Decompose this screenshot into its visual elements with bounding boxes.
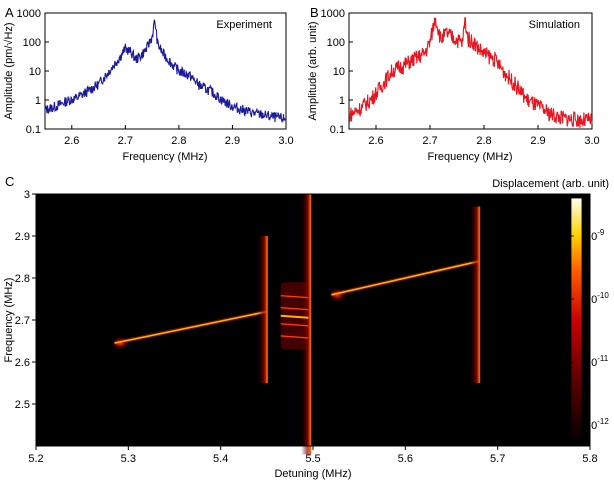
heatmap-band: [470, 206, 481, 383]
y-tick-label: 100: [327, 37, 345, 49]
colorbar-tick-label: 10-10: [585, 291, 609, 306]
heatmap-line: [331, 260, 480, 296]
y-tick-label: 10: [333, 66, 345, 78]
panel-c: C 5.2 5.3 5.4 5.5 5.6 5.7 5.8 2.5 2.6 2.7 2.8 2.9 3…: [3, 174, 609, 480]
y-tick-label: 2.5: [15, 399, 30, 411]
x-tick-label: 3.0: [278, 135, 293, 147]
heatmap-cluster-line: [280, 323, 309, 327]
panel-b-label: B: [310, 5, 319, 20]
y-tick-label: 2.7: [15, 315, 30, 327]
x-tick-label: 5.3: [121, 453, 136, 465]
panel-c-y-ticks: 2.5 2.6 2.7 2.8 2.9 3: [15, 189, 36, 411]
panel-b-y-ticks: 0.1 1 10 100 1000: [321, 8, 353, 136]
panel-a-series-line: [44, 19, 287, 124]
x-tick-label: 2.6: [64, 135, 79, 147]
y-tick-label: 1: [339, 95, 345, 107]
panel-a-x-axis-label: Frequency (MHz): [123, 151, 208, 163]
panel-a-annotation: Experiment: [216, 19, 272, 31]
y-tick-label: 100: [23, 37, 41, 49]
y-tick-label: 2.8: [15, 273, 30, 285]
heatmap-cluster-line: [280, 335, 309, 339]
colorbar-tick-label: 10-9: [585, 228, 605, 243]
x-tick-label: 2.6: [368, 135, 383, 147]
x-tick-label: 2.9: [225, 135, 240, 147]
heatmap-cluster-line: [280, 314, 309, 319]
heatmap-line: [114, 310, 267, 344]
panel-b-y-axis-label: Amplitude (arb. unit): [307, 21, 319, 120]
y-tick-label: 1000: [321, 8, 345, 20]
heatmap-cluster-line: [280, 294, 309, 299]
x-tick-label: 2.8: [476, 135, 491, 147]
colorbar-tick-label: 10-11: [585, 354, 609, 369]
panel-b-x-axis-label: Frequency (MHz): [428, 151, 513, 163]
y-tick-label: 10: [29, 66, 41, 78]
panel-a-y-axis-label: Amplitude (pm/√Hz): [3, 22, 15, 119]
heatmap-band: [257, 236, 268, 383]
panel-c-heatmap-features: [111, 194, 481, 455]
panel-b: B Simulation 2.6 2.7 2.8 2.9 3.0 0.1 1 10 100 10…: [307, 5, 600, 163]
panel-a-y-ticks: 0.1 1 10 100 1000: [17, 8, 49, 136]
y-tick-label: 2.6: [15, 357, 30, 369]
colorbar-ticks: 10-9 10-10 10-11 10-12: [571, 228, 609, 432]
y-tick-label: 1: [35, 95, 41, 107]
panel-c-x-axis-label: Detuning (MHz): [274, 468, 351, 480]
heatmap-cluster-line: [280, 307, 309, 311]
panel-b-series-line: [348, 17, 593, 128]
colorbar-label: Displacement (arb. unit): [492, 178, 609, 190]
x-tick-label: 2.8: [171, 135, 186, 147]
colorbar-tick-label: 10-12: [585, 417, 609, 432]
panel-a-x-ticks: 2.6 2.7 2.8 2.9 3.0: [64, 125, 294, 147]
y-tick-label: 2.9: [15, 231, 30, 243]
panel-c-y-axis-label: Frequency (MHz): [3, 278, 15, 363]
y-tick-label: 3: [24, 189, 30, 201]
panel-c-x-ticks: 5.2 5.3 5.4 5.5 5.6 5.7 5.8: [28, 446, 598, 465]
colorbar: [570, 197, 583, 445]
x-tick-label: 2.7: [422, 135, 437, 147]
x-tick-label: 3.0: [584, 135, 599, 147]
y-tick-label: 0.1: [330, 124, 345, 136]
x-tick-label: 5.2: [28, 453, 43, 465]
x-tick-label: 5.5: [305, 453, 320, 465]
x-tick-label: 5.4: [213, 453, 228, 465]
x-tick-label: 5.7: [490, 453, 505, 465]
panel-a-label: A: [5, 5, 14, 20]
panel-b-annotation: Simulation: [529, 19, 580, 31]
x-tick-label: 5.6: [398, 453, 413, 465]
x-tick-label: 5.8: [582, 453, 597, 465]
panel-a: A Experiment 2.6 2.7 2.8 2.9 3.0 0.1 1 10 100 10…: [3, 5, 294, 163]
panel-b-x-ticks: 2.6 2.7 2.8 2.9 3.0: [368, 125, 600, 147]
x-tick-label: 2.9: [530, 135, 545, 147]
y-tick-label: 0.1: [26, 124, 41, 136]
x-tick-label: 2.7: [118, 135, 133, 147]
y-tick-label: 1000: [17, 8, 41, 20]
panel-c-label: C: [5, 174, 14, 189]
panel-c-heatmap-background: [36, 194, 590, 446]
